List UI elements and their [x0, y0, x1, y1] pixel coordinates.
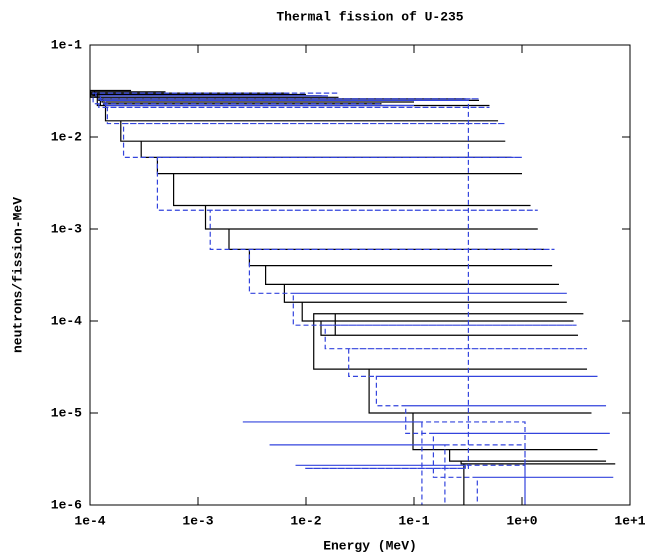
y-tick-label: 1e-3 — [51, 221, 82, 236]
x-tick-label: 1e-1 — [398, 513, 429, 528]
step-line — [92, 92, 614, 505]
y-tick-label: 1e-4 — [51, 313, 82, 328]
step-line — [90, 89, 616, 505]
y-tick-label: 1e-1 — [51, 37, 82, 52]
plot-area — [90, 89, 616, 505]
x-axis-label: Energy (MeV) — [323, 538, 417, 553]
x-tick-label: 1e+0 — [506, 513, 537, 528]
x-tick-label: 1e-3 — [182, 513, 213, 528]
plot-frame — [89, 44, 631, 506]
y-axis-label: neutrons/fission-MeV — [10, 197, 25, 353]
chart-title: Thermal fission of U-235 — [276, 9, 463, 24]
x-tick-label: 1e-2 — [290, 513, 321, 528]
y-tick-label: 1e-2 — [51, 129, 82, 144]
x-tick-label: 1e+1 — [614, 513, 645, 528]
y-tick-label: 1e-5 — [51, 405, 82, 420]
x-tick-label: 1e-4 — [74, 513, 105, 528]
y-tick-label: 1e-6 — [51, 497, 82, 512]
